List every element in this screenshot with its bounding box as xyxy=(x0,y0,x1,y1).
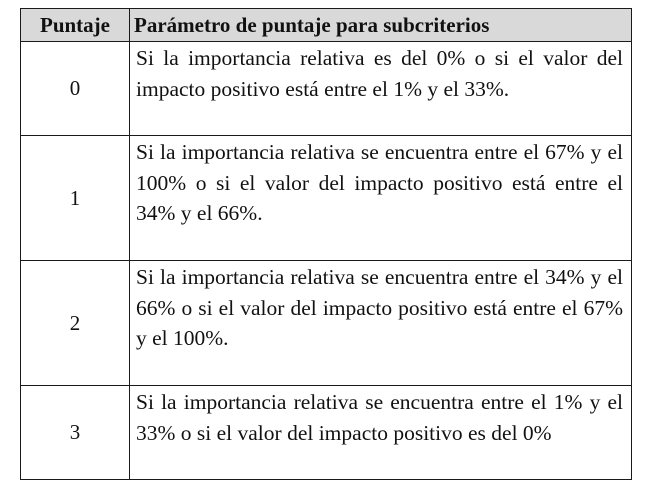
header-score: Puntaje xyxy=(20,8,130,42)
description-cell: Si la importancia relativa se encuentra … xyxy=(129,260,632,386)
header-row: Puntaje Parámetro de puntaje para subcri… xyxy=(20,8,632,42)
scoring-table: Puntaje Parámetro de puntaje para subcri… xyxy=(20,8,632,480)
description-cell: Si la importancia relativa se encuentra … xyxy=(129,135,632,261)
score-cell: 1 xyxy=(20,135,130,261)
table-row: 3 Si la importancia relativa se encuentr… xyxy=(20,385,632,480)
description-cell: Si la importancia relativa es del 0% o s… xyxy=(129,41,632,136)
score-cell: 3 xyxy=(20,385,130,480)
description-cell: Si la importancia relativa se encuentra … xyxy=(129,385,632,480)
score-cell: 0 xyxy=(20,41,130,136)
table-row: 2 Si la importancia relativa se encuentr… xyxy=(20,260,632,386)
table-body: 0 Si la importancia relativa es del 0% o… xyxy=(20,41,632,480)
score-cell: 2 xyxy=(20,260,130,386)
table-row: 0 Si la importancia relativa es del 0% o… xyxy=(20,41,632,136)
table-header: Puntaje Parámetro de puntaje para subcri… xyxy=(20,8,632,42)
table-row: 1 Si la importancia relativa se encuentr… xyxy=(20,135,632,261)
header-parameter: Parámetro de puntaje para subcriterios xyxy=(129,8,632,42)
